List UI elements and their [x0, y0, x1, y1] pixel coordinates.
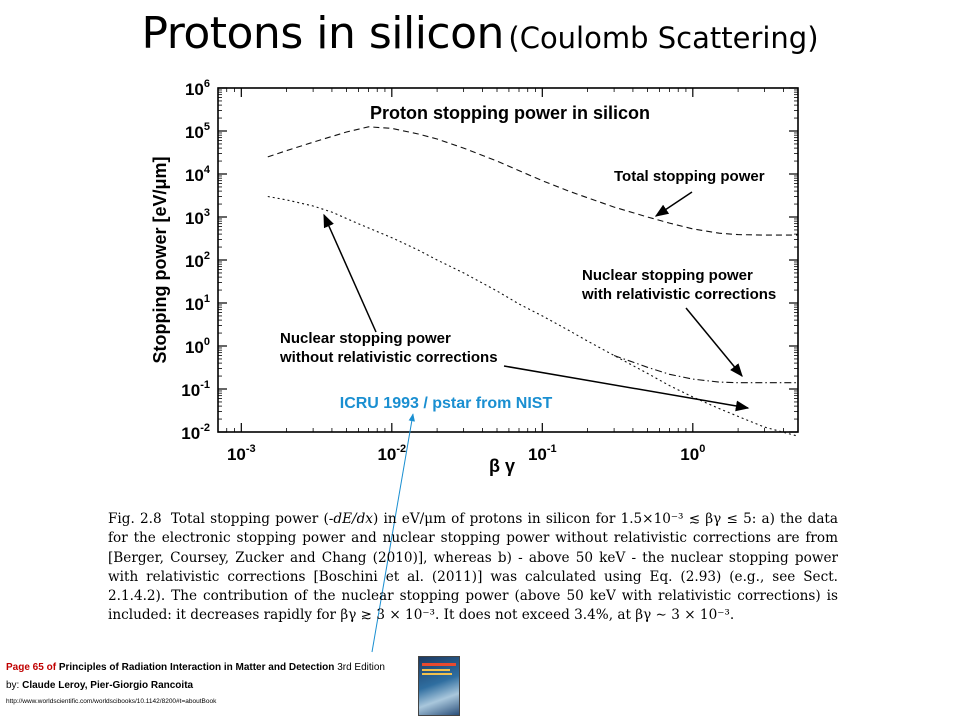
arrow-nuclear-nonrelativistic-up — [323, 213, 377, 333]
book-cover-line — [422, 673, 452, 675]
arrow-nuclear-nonrelativistic-right — [503, 365, 750, 412]
caption-text-2: ) in eV/μm of protons in silicon for 1.5… — [108, 511, 838, 624]
annotation-nuclear-relativistic-line: with relativistic corrections — [581, 286, 776, 303]
annotation-nuclear-nonrelativistic-line: Nuclear stopping power — [280, 330, 451, 347]
figure-caption: Fig. 2.8 Total stopping power (-dE/dx) i… — [108, 510, 838, 626]
slide-title-main: Protons in silicon — [141, 8, 504, 59]
credit-by: by: — [6, 680, 20, 691]
annotation-total-line: Total stopping power — [614, 168, 765, 185]
x-tick-label: 100 — [680, 443, 705, 464]
y-tick-label: 106 — [185, 78, 210, 99]
plot-frame — [217, 87, 799, 433]
credit-authors: Claude Leroy, Pier-Giorgio Rancoita — [22, 680, 194, 691]
slide-title-sub: (Coulomb Scattering) — [508, 21, 819, 55]
y-tick-label: 100 — [185, 336, 210, 357]
y-tick-label: 10-2 — [181, 422, 210, 443]
book-cover-thumbnail — [418, 656, 460, 716]
reference-pointer — [371, 413, 415, 653]
book-cover-stripe — [422, 663, 456, 666]
x-tick-label: 10-2 — [377, 443, 406, 464]
credit-book-title: Principles of Radiation Interaction in M… — [58, 662, 335, 673]
credit-book-line: Page 65 of Principles of Radiation Inter… — [6, 662, 385, 673]
credit-url[interactable]: http://www.worldscientific.com/worldscib… — [6, 698, 217, 705]
chart-title: Proton stopping power in silicon — [370, 103, 650, 123]
y-tick-label: 102 — [185, 250, 210, 271]
x-axis-label: β γ — [489, 456, 515, 476]
credit-edition: 3rd Edition — [337, 662, 385, 673]
book-cover-line — [422, 669, 450, 671]
series-line-1 — [267, 126, 798, 236]
arrow-nuclear-relativistic — [685, 307, 743, 378]
series-line-3 — [613, 354, 798, 384]
y-tick-label: 10-1 — [181, 379, 210, 400]
y-axis-label: Stopping power [eV/μm] — [150, 156, 170, 363]
y-tick-label: 105 — [185, 121, 210, 142]
caption-text-1: Total stopping power ( — [170, 511, 329, 527]
y-tick-label: 101 — [185, 293, 210, 314]
series-line-2 — [267, 195, 799, 437]
annotation-nuclear-nonrelativistic-line: without relativistic corrections — [279, 349, 498, 366]
slide-title: Protons in silicon (Coulomb Scattering) — [0, 8, 960, 59]
x-tick-label: 10-3 — [227, 443, 256, 464]
annotation-nuclear-relativistic-line: Nuclear stopping power — [582, 267, 753, 284]
x-tick-label: 10-1 — [528, 443, 557, 464]
caption-math: -dE/dx — [328, 511, 373, 527]
arrow-total — [654, 191, 693, 217]
y-tick-label: 103 — [185, 207, 210, 228]
credit-authors-line: by: Claude Leroy, Pier-Giorgio Rancoita — [6, 680, 193, 691]
reference-label: ICRU 1993 / pstar from NIST — [340, 395, 553, 412]
credit-page: Page 65 of — [6, 662, 57, 673]
y-tick-label: 104 — [185, 164, 211, 185]
caption-fig-label: Fig. 2.8 — [108, 511, 162, 527]
